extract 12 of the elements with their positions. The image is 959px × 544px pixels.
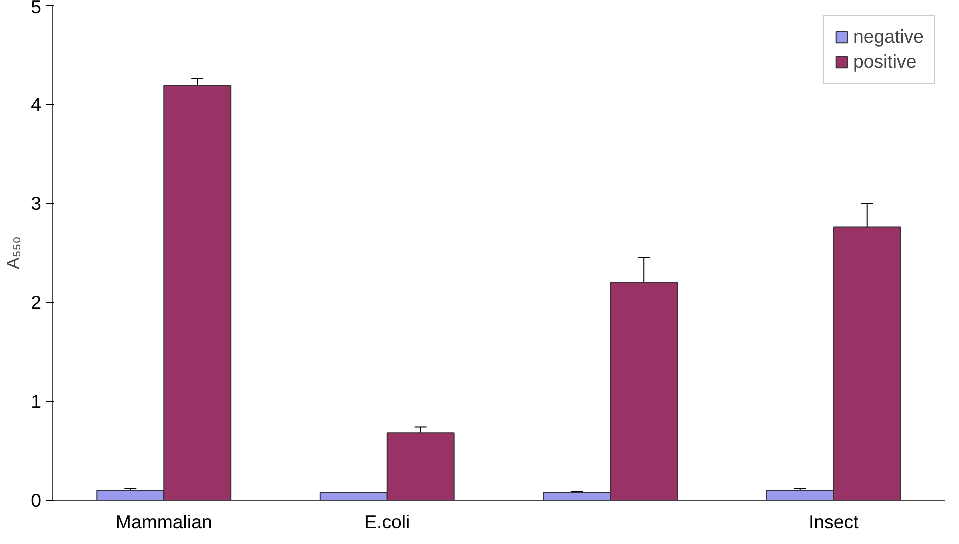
y-tick-label: 5 — [31, 0, 42, 18]
legend-label: positive — [853, 51, 917, 73]
y-axis-title: A₅₅₀ — [3, 236, 24, 270]
y-tick-label: 1 — [31, 391, 42, 412]
legend-label: negative — [853, 26, 924, 48]
y-tick-label: 4 — [31, 94, 42, 115]
y-tick-label: 2 — [31, 292, 42, 313]
x-tick-label: E.coli — [364, 512, 410, 532]
y-tick-label: 3 — [31, 193, 42, 214]
x-tick-label: Mammalian — [116, 512, 212, 532]
x-tick-label: Insect — [808, 512, 860, 532]
y-tick-label: 0 — [31, 490, 42, 511]
